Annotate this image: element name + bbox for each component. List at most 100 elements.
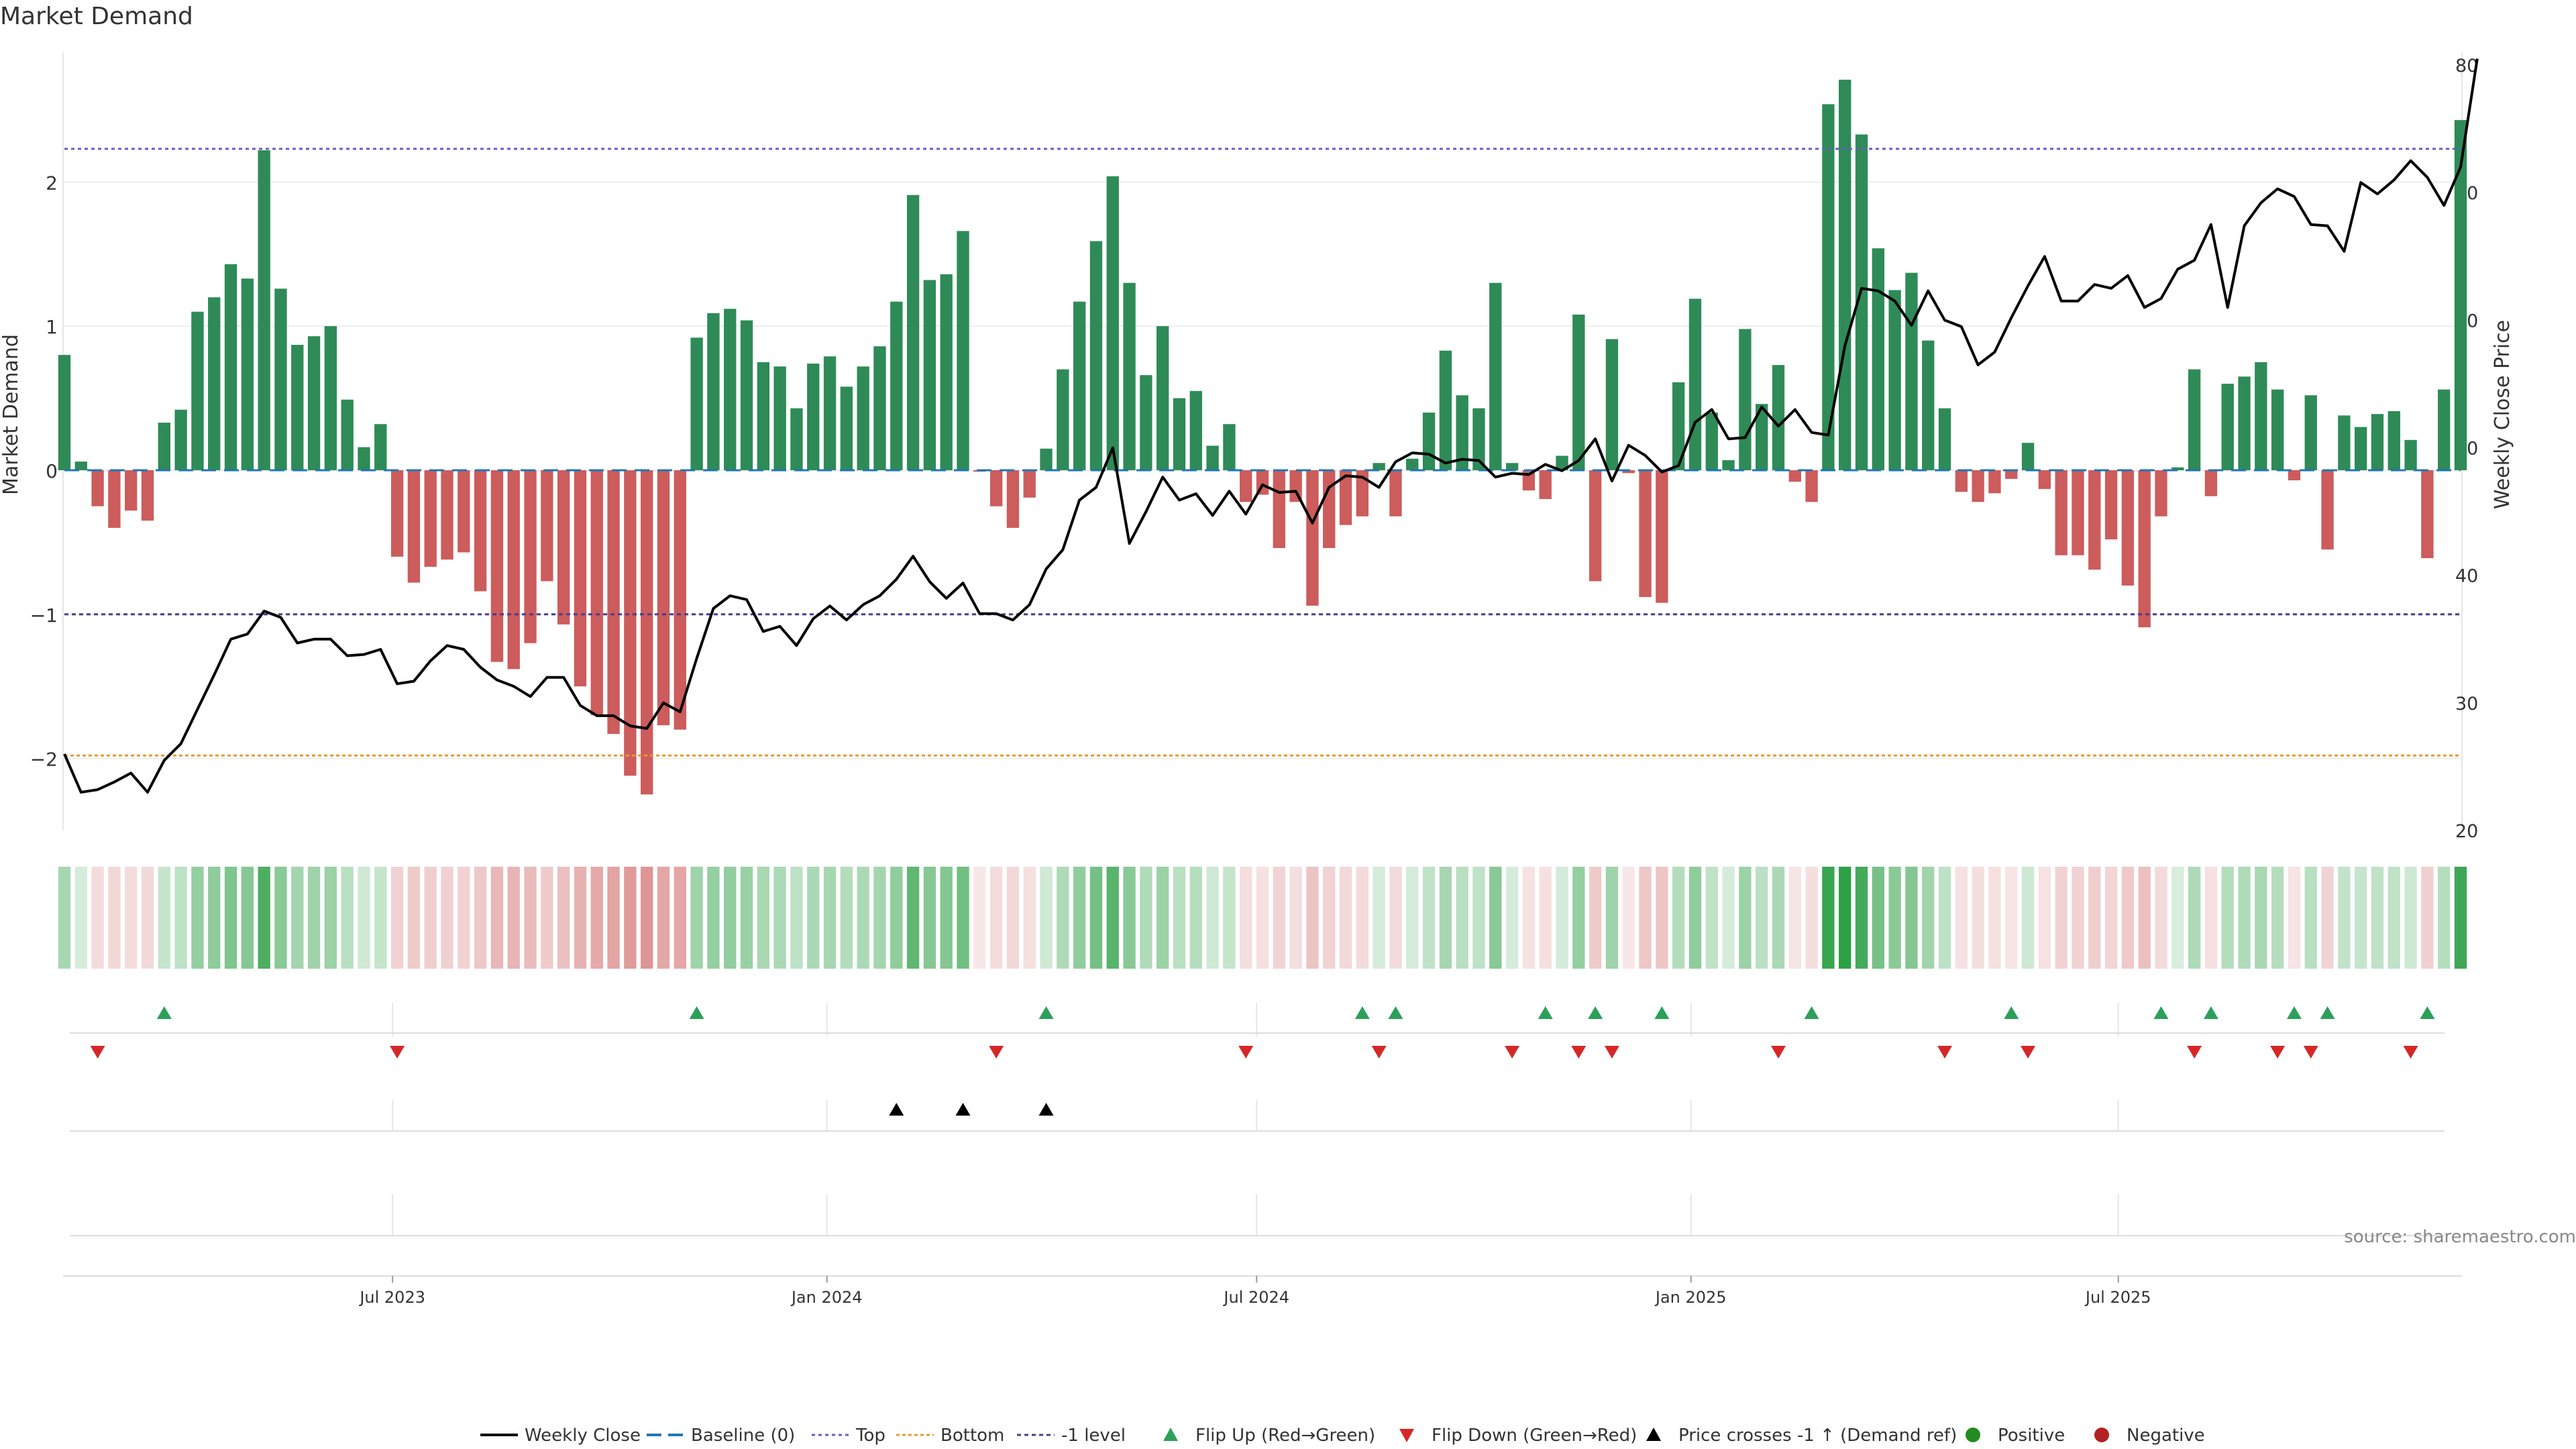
demand-bar [574,470,587,687]
demand-bar [1106,176,1119,470]
demand-bar [1206,445,1219,470]
demand-bar [407,470,421,583]
heat-cell [2338,867,2351,969]
heat-cell [441,867,453,969]
heat-cell [740,867,753,969]
x-tick-label: Jan 2024 [790,1288,863,1307]
legend-label: Weekly Close [525,1426,641,1446]
heat-cell [91,867,104,969]
flip-up-marker [2153,1006,2169,1019]
heat-cell [1622,867,1635,969]
demand-bar [2404,439,2417,470]
price-cross-marker [889,1103,904,1116]
y-tick-label: 1 [46,316,58,338]
legend-label: Positive [1998,1426,2065,1446]
heat-cell [1688,867,1702,969]
heat-cell [2288,867,2301,969]
heat-cell [1888,867,1901,969]
heat-cell [2188,867,2201,969]
heat-cell [1089,867,1103,969]
demand-bar [490,470,504,662]
demand-bar [1123,282,1136,470]
heat-cell [2171,867,2184,969]
flip-up-marker [1354,1006,1370,1019]
heat-cell [2221,867,2234,969]
price-cross-marker [955,1103,971,1116]
heat-cell [890,867,903,969]
demand-bar [2387,411,2400,470]
heat-cell [1256,867,1269,969]
demand-bar [740,320,753,470]
heat-cell [291,867,304,969]
demand-bar [807,364,820,470]
demand-bar [274,288,287,470]
heat-cell [790,867,803,969]
demand-bar [1023,470,1036,498]
heat-cell [1972,867,1984,969]
demand-bar [690,337,703,470]
demand-bar [840,386,853,470]
demand-bar [2288,470,2301,480]
heat-cell [1788,867,1801,969]
heat-cell [2104,867,2118,969]
heat-cell [358,867,370,969]
heat-cell [174,867,187,969]
flip-down-marker [1770,1046,1786,1059]
demand-bar [2371,414,2384,470]
demand-bar [2021,443,2035,470]
demand-bar [1955,470,1968,492]
heat-cell [1156,867,1169,969]
demand-bar [2171,467,2184,470]
heat-cell [2321,867,2334,969]
x-tick-label: Jul 2025 [2084,1288,2151,1307]
demand-bar [657,470,670,726]
demand-bar [125,470,138,511]
legend-label: Top [855,1426,885,1446]
demand-bar [1456,395,1468,470]
y2-tick-label: 20 [2455,821,2478,842]
heat-cell [1522,867,1536,969]
flip-up-marker [1588,1006,1603,1019]
flip-down-marker [2021,1046,2036,1059]
demand-bar [2338,415,2351,470]
heat-cell [1505,867,1519,969]
weekly-close-line [63,58,2479,794]
flip-down-marker [2303,1046,2318,1059]
demand-bar [957,231,969,470]
flip-down-marker [90,1046,105,1059]
demand-bar [823,356,837,470]
demand-bar [607,470,620,735]
flip-down-marker [1937,1046,1953,1059]
demand-bar [1905,272,1918,470]
heat-cell [1772,867,1785,969]
heat-cell [1705,867,1718,969]
x-tick-label: Jan 2025 [1654,1288,1727,1307]
heat-cell [324,867,337,969]
heat-cell [1306,867,1319,969]
flip-up-marker [156,1006,172,1019]
heat-cell [840,867,853,969]
heat-cell [1123,867,1136,969]
flip-up-marker [2004,1006,2019,1019]
demand-bar [524,470,537,643]
demand-bar [1422,413,1436,470]
heat-cell [1006,867,1020,969]
heat-cell [1722,867,1735,969]
heat-cell [208,867,221,969]
demand-bar [258,150,270,470]
demand-bar [541,470,553,582]
heat-cell [757,867,770,969]
demand-bar [241,278,254,470]
heat-cell [989,867,1003,969]
demand-bar [1589,470,1602,582]
heat-cell [108,867,121,969]
demand-bar [108,470,121,528]
flip-up-marker [2286,1006,2302,1019]
demand-bar [940,274,953,470]
demand-bar [291,345,304,470]
demand-bar [2138,470,2151,628]
heat-cell [258,867,270,969]
heat-cell [1605,867,1619,969]
demand-bar [2454,119,2467,470]
heat-cell [2021,867,2035,969]
